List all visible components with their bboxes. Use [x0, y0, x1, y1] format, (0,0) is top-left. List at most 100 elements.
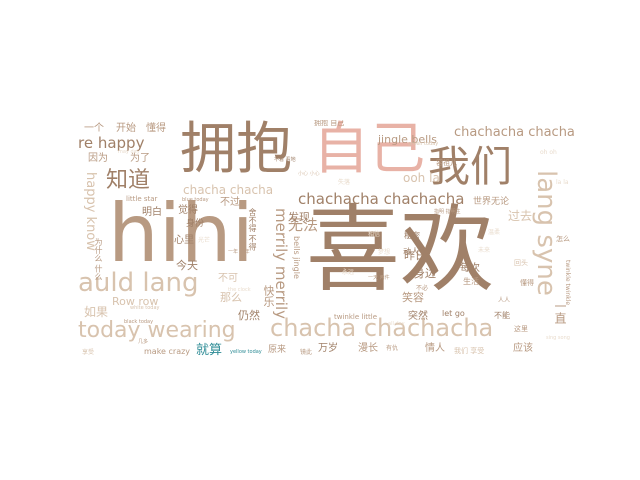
word: 小心 小心 [298, 171, 320, 177]
word: 自己 [313, 120, 425, 182]
word: make crazy [144, 347, 191, 356]
word: twinkle twinkle [564, 260, 571, 306]
word: 不过 [220, 197, 240, 208]
word: re happy [78, 134, 145, 152]
word: the clock [228, 287, 251, 293]
word: today wearing [78, 318, 236, 343]
word: 舍不得 不得 [248, 208, 257, 251]
word: 突然 [408, 311, 428, 322]
word: la la [556, 179, 569, 186]
word: 应该 [513, 343, 533, 354]
word: 那么 [220, 291, 242, 304]
word: 为什么 什么 [94, 238, 103, 281]
word: may day [118, 149, 140, 155]
word: 明白 [142, 207, 162, 218]
word: chacha chacha [183, 183, 274, 197]
word: 就算 [196, 343, 223, 358]
word: 觉得 [178, 205, 198, 216]
word: 知道 [106, 168, 151, 193]
word: 懂得 [520, 279, 534, 287]
word: 几多 [138, 339, 149, 345]
word-cloud-area: 喜欢 hihi 拥抱 自己 我们 chacha chachacha today … [78, 120, 578, 360]
word: 人人 [498, 297, 511, 304]
word: 漫长 [358, 343, 378, 354]
word: 不着 看地 [274, 157, 296, 163]
word: 动人 [403, 247, 419, 256]
word: 喜欢 [306, 196, 495, 305]
word: 开始 [116, 123, 136, 134]
word: 怎么 [556, 235, 570, 243]
word: 光芒 [198, 237, 211, 244]
word: 相信 [368, 231, 381, 238]
word: 享受 [82, 349, 95, 356]
word: bells jingle [292, 236, 301, 279]
word: 拥抱 [180, 120, 292, 182]
word: 无法 [288, 216, 319, 234]
word: 一直 [553, 300, 567, 324]
word: 有仇 [386, 345, 399, 352]
word: 不必 [416, 285, 429, 292]
word: merrily merrily [272, 208, 290, 320]
word: auld lang [78, 268, 199, 298]
word: chachacha chachacha [298, 190, 465, 208]
word: 失落 [338, 179, 351, 186]
word: 拥抱 自己 [314, 120, 345, 127]
word: 一天 两件 [368, 275, 390, 281]
word: green today [408, 141, 439, 147]
word: 指明 指明生 [434, 209, 461, 215]
word: sing song [546, 335, 570, 341]
word: 梦想 [378, 249, 391, 256]
word: 镜此 [300, 349, 313, 356]
word: 快乐 [262, 285, 275, 307]
word: 发现 [288, 211, 310, 224]
word: 今天 [176, 259, 198, 272]
word: let go [442, 309, 465, 318]
word: twinkle little [334, 313, 378, 321]
word: 一个 [84, 123, 104, 134]
word: 秘密 [404, 231, 420, 240]
word: ooh la [403, 171, 440, 185]
word: blue today [182, 197, 209, 203]
word: 每次 [460, 263, 480, 274]
word: 不可 [218, 273, 238, 284]
word: 永远 [342, 269, 355, 276]
word: 回头 [514, 259, 528, 267]
word: white today [130, 305, 160, 311]
word: 我们 享受 [454, 347, 485, 355]
word: 容祖儿 [436, 159, 457, 167]
word: 未来 [478, 247, 491, 254]
word: jingle bells [378, 133, 437, 146]
word: 心里 [174, 235, 194, 246]
word: 一年 一年 [228, 249, 250, 255]
word: lang syne [531, 170, 561, 296]
word: happy know [83, 172, 98, 251]
word: 温柔 [488, 229, 501, 236]
word: 为了 [130, 153, 150, 164]
word: 因为 [88, 153, 108, 164]
word: 懂得 [146, 123, 166, 134]
word: 身边 [414, 267, 436, 280]
word: 笑容 [402, 291, 424, 304]
word: Row row [112, 295, 159, 308]
word: 我们 [428, 142, 513, 191]
word: chacha chachacha [270, 314, 494, 342]
word: 生活 [463, 277, 479, 286]
word: 万岁 [318, 343, 338, 354]
word: hihi [108, 187, 254, 280]
word: 世界无论 [473, 197, 510, 207]
word: 过去 [508, 209, 533, 223]
word: all day [388, 321, 405, 327]
word: 如果 [84, 305, 109, 319]
word: 仍然 [238, 309, 260, 322]
word: 昨日 [404, 249, 426, 262]
word: black today [124, 319, 154, 325]
word: 原来 [268, 345, 287, 355]
word: little star [126, 195, 158, 203]
word: yellow today [230, 349, 262, 355]
word: oh oh [540, 149, 557, 156]
word: 身份 [186, 219, 205, 229]
word: 这里 [514, 325, 528, 333]
word: 不能 [494, 311, 510, 320]
word: 情人 [425, 343, 445, 354]
